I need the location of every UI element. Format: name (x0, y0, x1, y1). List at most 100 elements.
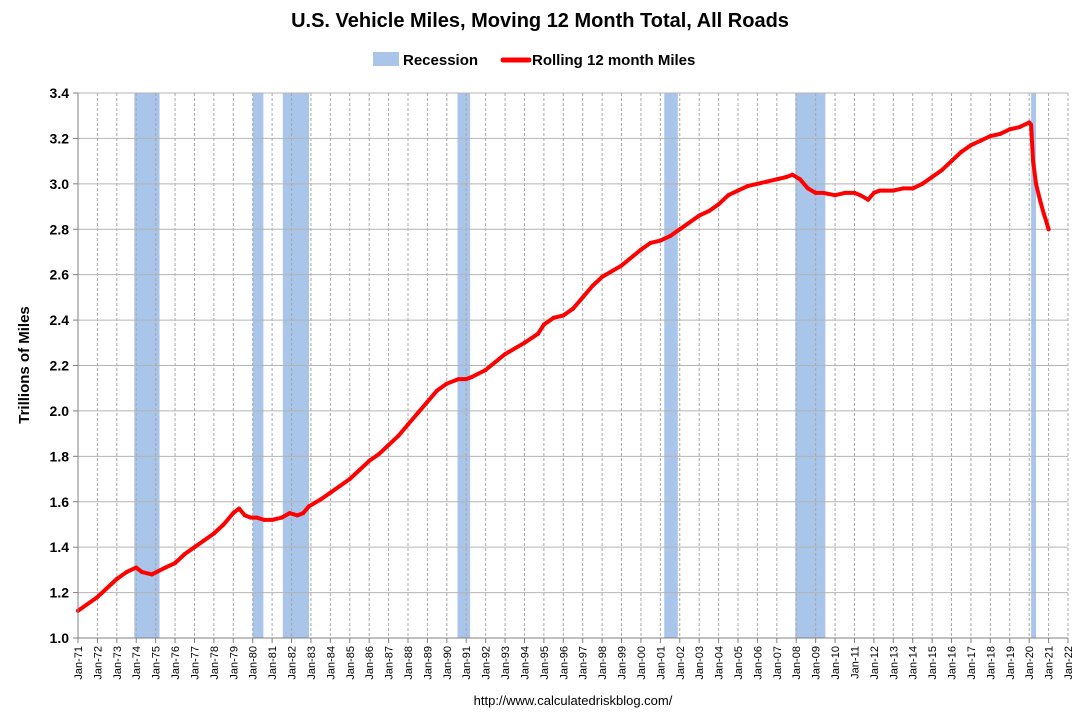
data-point (231, 511, 236, 516)
data-point (697, 213, 702, 218)
x-tick-label: Jan-10 (830, 646, 842, 680)
data-point (1041, 211, 1046, 216)
data-point (638, 247, 643, 252)
y-tick-label: 1.4 (50, 539, 70, 555)
data-point (536, 331, 541, 336)
y-tick-label: 2.0 (50, 403, 70, 419)
legend-line-label: Rolling 12 month Miles (532, 52, 695, 69)
x-tick-label: Jan-14 (908, 646, 920, 680)
data-point (318, 497, 323, 502)
x-tick-label: Jan-71 (73, 646, 85, 680)
data-point (866, 197, 871, 202)
data-point (571, 306, 575, 311)
data-point (706, 209, 711, 214)
data-point (163, 565, 168, 570)
data-point (968, 143, 973, 148)
x-tick-label: Jan-11 (849, 646, 861, 679)
x-tick-label: Jan-02 (675, 646, 687, 680)
data-point (1037, 197, 1042, 202)
data-point (1029, 122, 1034, 127)
data-point (347, 477, 352, 481)
data-point (237, 506, 242, 511)
axes (73, 92, 1069, 643)
data-point (464, 377, 469, 382)
data-point (248, 515, 253, 520)
data-point (755, 181, 760, 186)
data-point (784, 175, 789, 179)
x-tick-label: Jan-05 (733, 646, 745, 680)
x-tick-label: Jan-77 (189, 646, 201, 680)
y-tick-labels: 1.0 1.2 1.4 1.6 1.8 2.0 2.2 2.4 2.6 2.8 3.0 3.2 3.4 (50, 85, 70, 646)
data-point (301, 511, 306, 516)
x-tick-label: Jan-93 (500, 646, 512, 680)
data-point (242, 513, 247, 518)
data-point (600, 274, 605, 279)
data-point (910, 186, 915, 191)
data-point (726, 193, 731, 198)
data-point (134, 565, 139, 570)
data-point (386, 443, 391, 447)
data-point (821, 190, 826, 195)
data-point (114, 577, 119, 581)
grid (78, 92, 1069, 638)
data-point (668, 234, 673, 239)
x-tick-labels: Jan-71 Jan-72 Jan-73 Jan-74 Jan-75 Jan-76 Jan-… (73, 646, 1075, 680)
y-axis-label: Trillions of Miles (16, 306, 33, 424)
data-point (920, 181, 925, 186)
x-tick-label: Jan-97 (578, 646, 590, 680)
x-tick-label: Jan-85 (345, 646, 357, 680)
data-point (182, 552, 187, 556)
x-tick-label: Jan-04 (714, 646, 726, 680)
y-tick-label: 2.6 (50, 267, 70, 283)
x-tick-label: Jan-18 (985, 646, 997, 680)
data-point (425, 399, 430, 404)
data-point (939, 168, 944, 173)
x-tick-label: Jan-13 (888, 646, 900, 680)
data-point (1007, 127, 1012, 132)
x-tick-label: Jan-72 (92, 646, 104, 680)
x-tick-label: Jan-79 (228, 646, 240, 680)
y-tick-label: 2.4 (50, 312, 70, 328)
x-tick-label: Jan-94 (519, 646, 531, 680)
x-tick-label: Jan-86 (364, 646, 376, 680)
x-tick-label: Jan-12 (869, 646, 881, 680)
x-tick-label: Jan-17 (966, 646, 978, 680)
data-point (677, 227, 682, 232)
data-point (1034, 181, 1038, 186)
x-tick-label: Jan-99 (617, 646, 629, 680)
x-tick-label: Jan-21 (1044, 646, 1056, 680)
data-point (367, 458, 372, 463)
data-point (988, 134, 993, 139)
x-tick-label: Jan-87 (384, 646, 396, 680)
data-point (842, 190, 847, 195)
data-point (774, 177, 779, 182)
x-tick-label: Jan-73 (112, 646, 124, 680)
x-tick-label: Jan-83 (306, 646, 318, 680)
data-point (736, 188, 740, 193)
data-point (211, 531, 216, 536)
data-point (406, 422, 410, 427)
data-point (658, 238, 663, 243)
data-point (124, 570, 129, 575)
x-tick-label: Jan-19 (1005, 646, 1017, 680)
x-tick-label: Jan-74 (131, 646, 143, 680)
legend-recession-label: Recession (403, 52, 478, 69)
x-tick-label: Jan-03 (694, 646, 706, 680)
data-point (805, 186, 810, 191)
data-point (415, 411, 420, 416)
y-tick-label: 3.4 (50, 85, 70, 101)
data-point (648, 240, 653, 245)
data-point (765, 179, 770, 184)
chart-title: U.S. Vehicle Miles, Moving 12 Month Tota… (291, 10, 789, 32)
x-tick-label: Jan-76 (170, 646, 182, 680)
x-tick-label: Jan-98 (597, 646, 609, 680)
data-point (1031, 159, 1036, 164)
x-tick-label: Jan-09 (811, 646, 823, 680)
data-point (307, 504, 311, 509)
data-point (891, 188, 896, 193)
data-point (95, 595, 100, 600)
data-point (871, 190, 876, 195)
data-point (1046, 227, 1051, 232)
legend: Recession Rolling 12 month Miles (373, 52, 695, 69)
x-tick-label: Jan-96 (558, 646, 570, 680)
